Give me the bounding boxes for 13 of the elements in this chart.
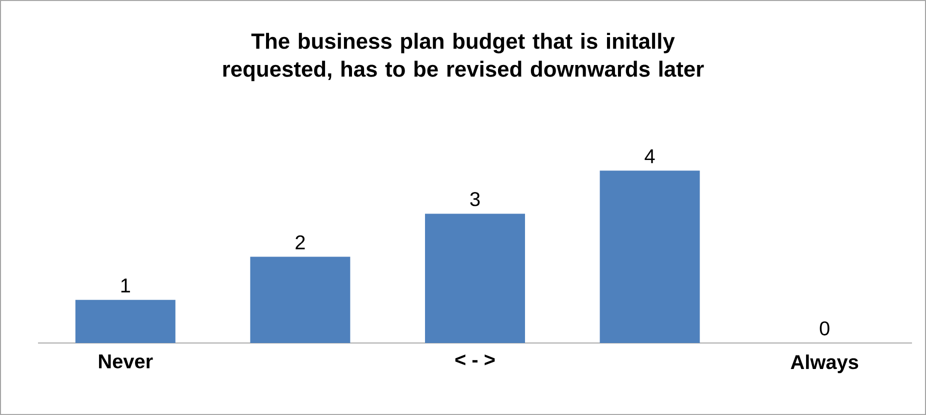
x-tick-label: Never (99, 354, 153, 368)
data-label: 4 (644, 149, 655, 164)
data-label: 2 (296, 235, 305, 250)
x-tick-label: < - > (455, 354, 495, 366)
x-tick-label: Always (790, 354, 858, 374)
bar (250, 256, 350, 343)
bar (425, 214, 526, 343)
data-label: 0 (820, 321, 830, 336)
bar (600, 170, 700, 343)
data-label: 3 (470, 192, 480, 206)
chart-title: The business plan budget that is initally requested, has to be revised downwards later (223, 32, 704, 82)
data-label: 1 (121, 278, 130, 292)
bar (75, 300, 176, 343)
